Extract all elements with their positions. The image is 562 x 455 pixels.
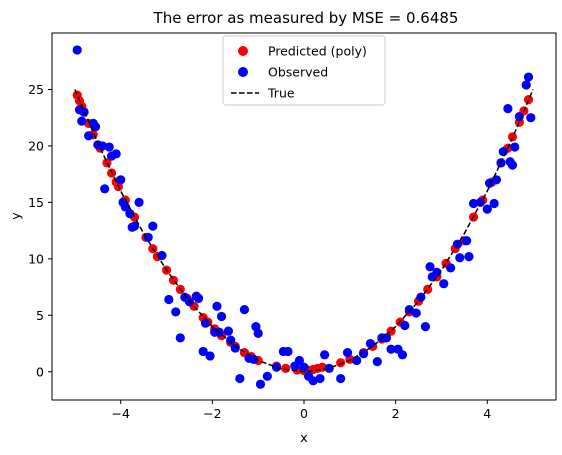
observed-point [320,350,330,360]
observed-point [235,373,245,384]
observed-point [324,363,334,373]
observed-point [400,320,410,331]
observed-point [521,80,531,90]
observed-point [171,307,181,317]
observed-point [212,301,222,311]
predicted-point [523,95,534,105]
chart-title: The error as measured by MSE = 0.6485 [153,9,459,27]
axes-frame [51,32,557,401]
observed-point [432,267,442,277]
y-tick-label: 5 [36,308,44,323]
observed-point [503,104,513,114]
legend-observed-marker [238,67,248,77]
observed-point [381,333,392,343]
y-tick-label: 20 [28,138,44,153]
y-axis-label: y [8,212,23,220]
observed-point [411,308,421,318]
observed-point [526,113,536,123]
observed-point [134,197,144,207]
observed-point [223,326,233,336]
y-tick-label: 15 [28,195,44,210]
legend-predicted-label: Predicted (poly) [268,44,367,59]
observed-point [482,204,492,214]
observed-point [523,72,534,82]
observed-point [175,333,185,343]
observed-point [77,116,87,126]
observed-point [386,344,396,354]
x-tick-label: 2 [392,406,400,421]
observed-point [299,362,309,372]
legend-box [222,35,386,106]
observed-point [397,350,408,360]
observed-point [216,311,227,322]
observed-point [120,202,130,212]
observed-point [455,253,465,263]
observed-point [446,263,456,273]
observed-point [116,175,126,185]
observed-point [253,328,263,338]
y-tick-label: 10 [28,251,44,266]
observed-point [164,294,174,305]
legend-true-label: True [267,86,295,101]
axis-ticks: −4 −2 0 2 4 0 5 10 15 20 25 [28,82,491,421]
observed-point [104,142,114,152]
observed-point [352,355,362,366]
true-curve-line [74,89,534,373]
observed-point [226,335,236,345]
observed-point [491,175,502,185]
observed-point [510,142,520,152]
legend-predicted-marker [238,46,248,56]
observed-point [336,373,346,384]
legend-observed-label: Observed [268,65,328,80]
plot-area [72,45,536,389]
y-tick-label: 25 [28,82,44,97]
observed-point [358,349,369,359]
observed-point [462,236,472,246]
observed-point [283,346,293,357]
observed-point [100,184,110,194]
observed-point [90,122,101,132]
legend: Predicted (poly) Observed True [222,35,386,106]
x-axis-label: x [300,430,307,445]
observed-point [239,305,250,315]
observed-point [372,357,382,367]
x-tick-label: −2 [203,406,221,421]
observed-point [342,347,353,358]
observed-point [507,160,518,170]
observed-point [294,355,305,366]
y-tick-label: 0 [36,364,44,379]
x-tick-label: −4 [112,406,130,421]
observed-point [489,198,499,209]
observed-point [468,198,479,209]
predicted-point [336,358,346,368]
predicted-point [281,363,291,373]
observed-point [439,279,449,289]
observed-point [143,232,153,242]
observed-point [420,322,431,332]
observed-point [148,221,158,231]
observed-point [230,343,240,353]
x-tick-label: 0 [300,406,308,421]
observed-point [464,251,474,262]
observed-point [205,351,215,361]
observed-point [194,293,204,303]
observed-point [97,141,107,151]
observed-point [255,379,266,389]
observed-point [262,371,272,381]
observed-point [425,262,435,272]
observed-point [365,338,376,349]
observed-point [125,209,135,219]
observed-point [198,346,208,357]
observed-point [84,131,94,141]
observed-point [129,221,140,231]
observed-point [514,111,524,122]
observed-point [72,45,82,55]
observed-point [315,373,325,384]
observed-point [404,305,414,315]
x-tick-label: 4 [483,406,491,421]
observed-point [111,149,121,159]
